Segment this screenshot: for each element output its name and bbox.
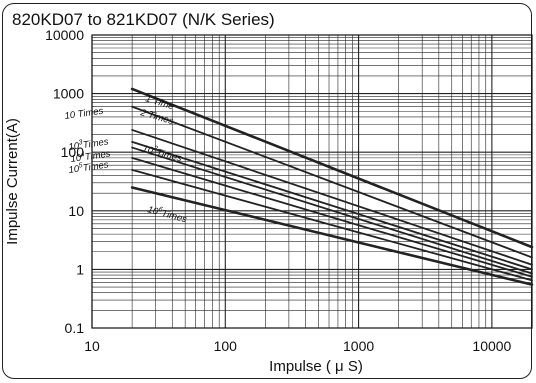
- grid: [91, 34, 533, 329]
- y-tick-label: 1000: [53, 86, 84, 102]
- y-tick-label: 0.1: [65, 320, 85, 336]
- series-line: [131, 129, 533, 266]
- series-label-base: 10: [68, 164, 81, 176]
- series-label-base: 10: [70, 153, 83, 165]
- series-label-suffix: Times: [82, 159, 109, 174]
- series-label-base: 10: [68, 141, 81, 153]
- series-line: [130, 87, 534, 249]
- series-label-base: 10: [141, 143, 155, 157]
- series-label-exponent: 3: [78, 139, 83, 146]
- series-line: [131, 146, 533, 275]
- series-label-exponent: 4: [80, 151, 85, 158]
- series-line: [131, 156, 533, 278]
- series-label-base: 10: [146, 204, 160, 218]
- series-label-suffix: Times: [82, 136, 109, 151]
- x-tick-labels: 10 100 1000 10000: [84, 338, 511, 354]
- series-label-exponent: 6: [158, 206, 164, 214]
- series-label: 105Times: [68, 158, 110, 176]
- series-label-exponent: 5: [78, 162, 83, 169]
- y-tick-label: 10000: [45, 27, 84, 43]
- series-label: 104Times: [70, 147, 112, 165]
- x-tick-label: 10000: [472, 338, 511, 354]
- x-tick-label: 1000: [343, 338, 374, 354]
- series-line: [131, 105, 533, 259]
- y-tick-label: 1: [76, 261, 84, 277]
- series-label-suffix: Times: [155, 147, 183, 164]
- series-line: [131, 140, 533, 271]
- x-tick-label: 10: [84, 338, 100, 354]
- curves: [130, 87, 534, 286]
- series-label-suffix: Times: [84, 148, 111, 163]
- series-line: [130, 186, 534, 286]
- y-tick-label: 100: [61, 144, 85, 160]
- series-label-exponent: 2: [152, 145, 159, 153]
- plot-area: [91, 34, 533, 329]
- y-tick-label: 10: [68, 203, 84, 219]
- series-label-suffix: Times: [74, 106, 104, 121]
- series-label: 103Times: [68, 135, 110, 153]
- series-label: 106Times: [146, 203, 188, 225]
- y-axis-label: Impulse Current(A): [4, 118, 21, 245]
- series-label: 10 Times: [64, 106, 104, 122]
- x-axis-label: Impulse ( μ S): [269, 358, 363, 375]
- series-line: [131, 168, 533, 282]
- x-tick-label: 100: [214, 338, 238, 354]
- chart-title: 820KD07 to 821KD07 (N/K Series): [12, 10, 275, 29]
- series-label-base: 10: [64, 110, 77, 122]
